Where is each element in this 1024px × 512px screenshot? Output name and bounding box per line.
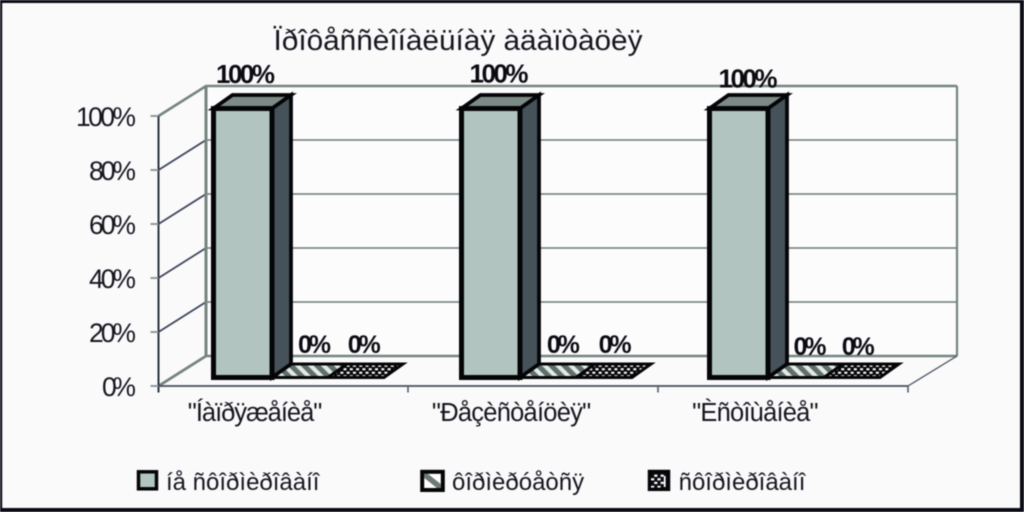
svg-text:0%: 0% — [599, 331, 632, 359]
svg-text:0%: 0% — [348, 331, 381, 359]
svg-text:100%: 100% — [216, 59, 275, 89]
svg-text:100%: 100% — [470, 59, 529, 89]
svg-text:60%: 60% — [89, 210, 136, 240]
svg-text:íå ñôîðìèðîâàíî: íå ñôîðìèðîâàíî — [166, 469, 321, 496]
svg-text:0%: 0% — [298, 331, 331, 359]
svg-text:"Èñòîùåíèå": "Èñòîùåíèå" — [692, 398, 819, 427]
svg-text:0%: 0% — [794, 333, 827, 361]
svg-text:"Ðåçèñòåíöèÿ": "Ðåçèñòåíöèÿ" — [432, 399, 591, 427]
svg-text:100%: 100% — [76, 102, 136, 132]
svg-text:0%: 0% — [102, 372, 136, 402]
svg-text:0%: 0% — [547, 331, 580, 359]
svg-text:20%: 20% — [89, 318, 136, 348]
svg-text:ñôîðìèðîâàíî: ñôîðìèðîâàíî — [679, 469, 807, 496]
svg-text:ôîðìèðóåòñÿ: ôîðìèðóåòñÿ — [452, 469, 584, 496]
svg-text:Ïðîôåññèîíàëüíàÿ àäàïòàöèÿ: Ïðîôåññèîíàëüíàÿ àäàïòàöèÿ — [274, 25, 644, 57]
svg-text:"Íàïðÿæåíèå": "Íàïðÿæåíèå" — [188, 398, 322, 427]
svg-text:80%: 80% — [89, 156, 136, 186]
svg-text:0%: 0% — [842, 333, 875, 361]
svg-text:40%: 40% — [89, 264, 136, 294]
svg-text:100%: 100% — [719, 64, 778, 94]
